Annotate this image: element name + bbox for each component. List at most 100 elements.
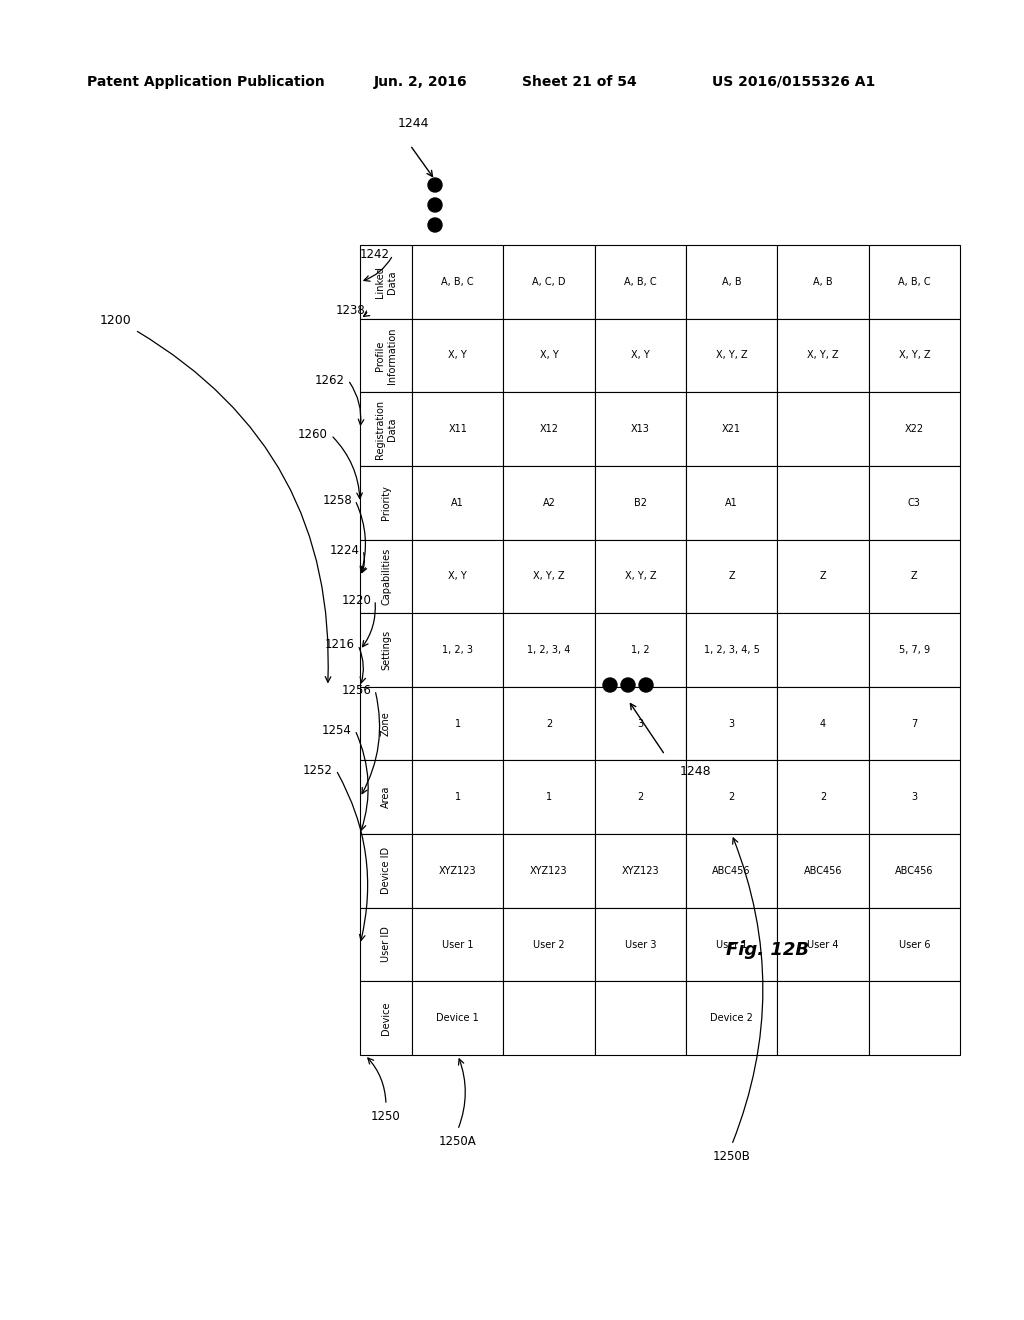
Bar	[868, 686, 961, 760]
Text: X, Y: X, Y	[449, 350, 467, 360]
Text: Patent Application Publication: Patent Application Publication	[87, 75, 325, 88]
Bar	[504, 540, 595, 614]
Text: X22: X22	[905, 424, 924, 434]
Bar	[686, 760, 777, 834]
Bar	[595, 318, 686, 392]
Text: Z: Z	[911, 572, 918, 581]
Bar	[360, 834, 412, 908]
Text: A1: A1	[725, 498, 738, 508]
Text: A, C, D: A, C, D	[532, 277, 565, 286]
Text: XYZ123: XYZ123	[530, 866, 568, 876]
Bar	[504, 466, 595, 540]
Bar	[777, 908, 868, 981]
Text: X21: X21	[722, 424, 741, 434]
Text: 3: 3	[911, 792, 918, 803]
Text: Device 2: Device 2	[711, 1014, 753, 1023]
Bar	[777, 981, 868, 1055]
Circle shape	[428, 218, 442, 232]
Text: User ID: User ID	[381, 927, 391, 962]
Bar	[686, 392, 777, 466]
Bar	[868, 981, 961, 1055]
Bar	[686, 686, 777, 760]
Bar	[412, 834, 504, 908]
Bar	[868, 466, 961, 540]
Text: 1200: 1200	[100, 314, 132, 326]
Text: ABC456: ABC456	[895, 866, 934, 876]
Text: 1, 2, 3: 1, 2, 3	[442, 645, 473, 655]
Text: Device ID: Device ID	[381, 847, 391, 895]
Text: Fig. 12B: Fig. 12B	[726, 941, 810, 960]
Bar	[686, 540, 777, 614]
Bar	[412, 540, 504, 614]
Text: C3: C3	[908, 498, 921, 508]
Bar	[360, 981, 412, 1055]
Text: 5, 7, 9: 5, 7, 9	[899, 645, 930, 655]
Bar	[868, 318, 961, 392]
Text: 1238: 1238	[335, 304, 365, 317]
Bar	[360, 246, 412, 318]
Text: 2: 2	[637, 792, 643, 803]
Text: A1: A1	[452, 498, 464, 508]
Text: XYZ123: XYZ123	[622, 866, 659, 876]
Bar	[595, 466, 686, 540]
Text: User 1: User 1	[716, 940, 748, 949]
Bar	[777, 318, 868, 392]
Text: A, B: A, B	[813, 277, 833, 286]
Bar	[868, 246, 961, 318]
Bar	[777, 686, 868, 760]
Text: User 4: User 4	[807, 940, 839, 949]
Text: 1250B: 1250B	[713, 1150, 751, 1163]
Text: Z: Z	[819, 572, 826, 581]
Circle shape	[428, 178, 442, 191]
Text: X, Y, Z: X, Y, Z	[716, 350, 748, 360]
Text: 1: 1	[546, 792, 552, 803]
Bar	[504, 834, 595, 908]
Bar	[360, 908, 412, 981]
Bar	[360, 392, 412, 466]
Text: A, B, C: A, B, C	[624, 277, 656, 286]
Text: User 3: User 3	[625, 940, 656, 949]
Bar	[868, 908, 961, 981]
Text: 2: 2	[546, 718, 552, 729]
Text: 2: 2	[728, 792, 735, 803]
Bar	[686, 834, 777, 908]
Bar	[868, 614, 961, 686]
Bar	[412, 908, 504, 981]
Bar	[412, 466, 504, 540]
Text: X, Y, Z: X, Y, Z	[534, 572, 565, 581]
Bar	[777, 392, 868, 466]
Text: Z: Z	[728, 572, 735, 581]
Circle shape	[639, 678, 653, 692]
Text: 1, 2: 1, 2	[631, 645, 649, 655]
Text: Priority: Priority	[381, 486, 391, 520]
Text: 1250: 1250	[371, 1110, 400, 1123]
Bar	[686, 908, 777, 981]
Bar	[686, 246, 777, 318]
Text: B2: B2	[634, 498, 647, 508]
Text: A2: A2	[543, 498, 555, 508]
Bar	[360, 318, 412, 392]
Text: X, Y, Z: X, Y, Z	[898, 350, 930, 360]
Text: Registration
Data: Registration Data	[375, 400, 397, 458]
Bar	[595, 760, 686, 834]
Bar	[412, 246, 504, 318]
Text: 4: 4	[820, 718, 826, 729]
Bar	[360, 686, 412, 760]
Text: X, Y: X, Y	[540, 350, 558, 360]
Text: 1, 2, 3, 4: 1, 2, 3, 4	[527, 645, 570, 655]
Text: 1216: 1216	[325, 639, 355, 652]
Bar	[504, 760, 595, 834]
Text: 1262: 1262	[315, 374, 345, 387]
Text: 1250A: 1250A	[439, 1135, 476, 1148]
Bar	[595, 981, 686, 1055]
Bar	[777, 760, 868, 834]
Text: 1248: 1248	[680, 766, 712, 777]
Bar	[504, 686, 595, 760]
Bar	[777, 834, 868, 908]
Text: XYZ123: XYZ123	[439, 866, 476, 876]
Text: 1242: 1242	[360, 248, 390, 261]
Bar	[595, 686, 686, 760]
Text: X13: X13	[631, 424, 650, 434]
Text: X, Y, Z: X, Y, Z	[625, 572, 656, 581]
Text: 1252: 1252	[303, 763, 333, 776]
